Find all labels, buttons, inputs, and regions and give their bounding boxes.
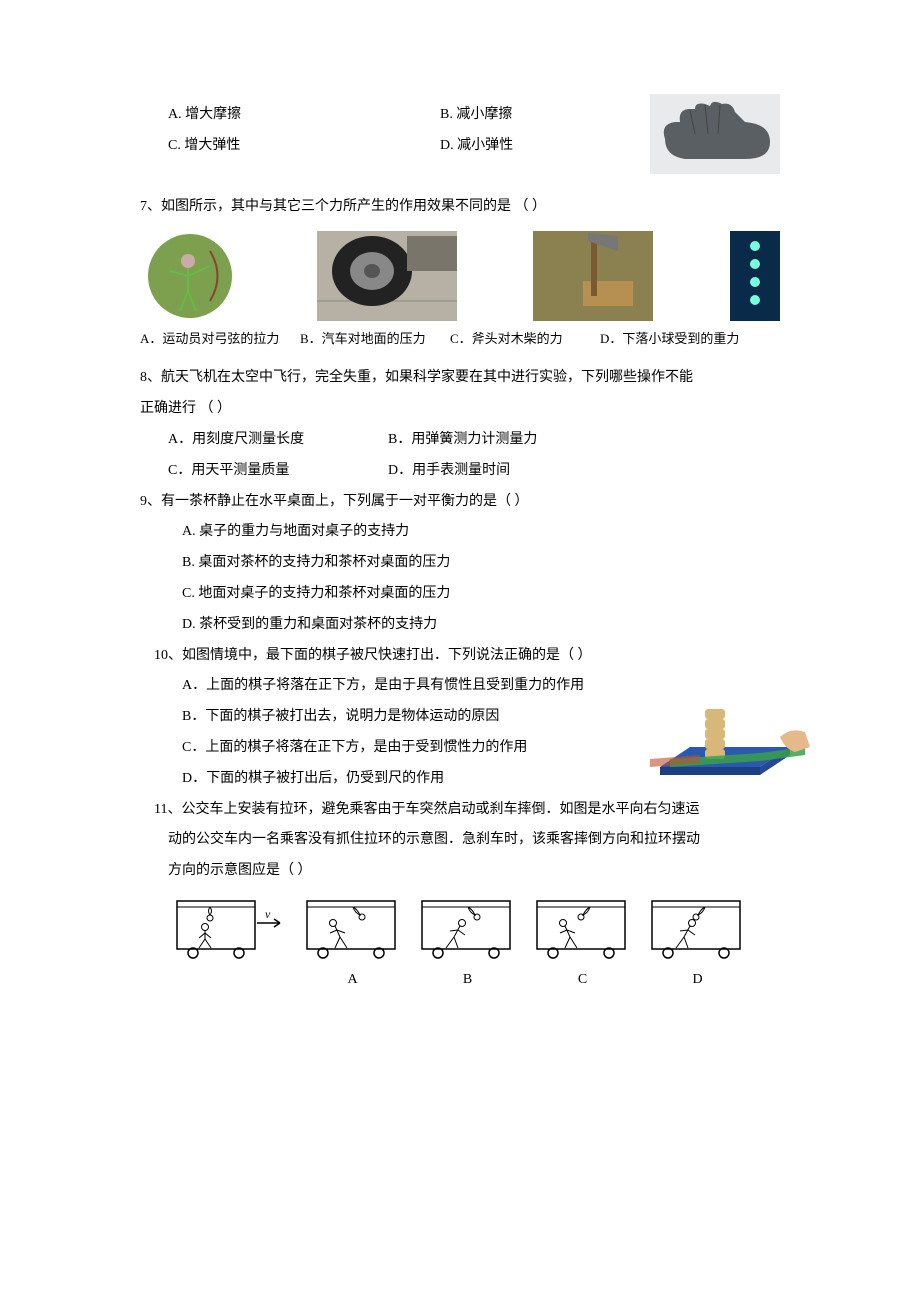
q9-option-b: B. 桌面对茶杯的支持力和茶杯对桌面的压力	[140, 548, 780, 579]
q11-label-c: C	[535, 965, 630, 996]
ball-image	[730, 231, 780, 321]
q8-option-c: C．用天平测量质量	[168, 456, 388, 487]
q7-caption-b: B．汽车对地面的压力	[300, 325, 450, 354]
q8-option-b: B．用弹簧测力计测量力	[388, 425, 537, 456]
bus-original-image: v	[175, 893, 285, 996]
q7-image-row	[140, 231, 780, 321]
q7-caption-c: C．斧头对木柴的力	[450, 325, 600, 354]
q9-option-c: C. 地面对桌子的支持力和茶杯对桌面的压力	[140, 579, 780, 610]
q11-stem-line1: 11、公交车上安装有拉环，避免乘客由于车突然启动或刹车摔倒．如图是水平向右匀速运	[140, 795, 780, 826]
q9-stem: 9、有一茶杯静止在水平桌面上，下列属于一对平衡力的是（ ）	[140, 487, 780, 518]
q6-block: A. 增大摩擦 B. 减小摩擦 C. 增大弹性 D. 减小弹性	[140, 100, 780, 174]
q8-option-d: D．用手表测量时间	[388, 456, 510, 487]
archer-image	[140, 231, 240, 321]
q9-option-d: D. 茶杯受到的重力和桌面对茶杯的支持力	[140, 610, 780, 641]
q6-option-a: A. 增大摩擦	[140, 100, 440, 131]
q10-stem: 10、如图情境中，最下面的棋子被尺快速打出．下列说法正确的是（ ）	[140, 641, 780, 672]
q7-caption-a: A．运动员对弓弦的拉力	[140, 325, 300, 354]
q8-stem-line1: 8、航天飞机在太空中飞行，完全失重，如果科学家要在其中进行实验，下列哪些操作不能	[140, 363, 780, 394]
bus-option-d-image: D	[650, 893, 745, 996]
q11-stem-line2: 动的公交车内一名乘客没有抓住拉环的示意图．急刹车时，该乘客摔倒方向和拉环摆动	[140, 825, 780, 856]
q11-image-row: v A	[140, 893, 780, 996]
velocity-label: v	[265, 907, 271, 921]
q7-caption-d: D．下落小球受到的重力	[600, 325, 780, 354]
q10-block: 10、如图情境中，最下面的棋子被尺快速打出．下列说法正确的是（ ） A．上面的棋…	[140, 641, 780, 795]
chess-ruler-image	[650, 697, 810, 797]
q11-stem-line3: 方向的示意图应是（ ）	[140, 856, 780, 887]
q6-option-b: B. 减小摩擦	[440, 100, 600, 131]
q7-stem: 7、如图所示，其中与其它三个力所产生的作用效果不同的是 （ ）	[140, 192, 780, 223]
bus-option-b-image: B	[420, 893, 515, 996]
bus-option-c-image: C	[535, 893, 630, 996]
axe-image	[533, 231, 653, 321]
q11-label-b: B	[420, 965, 515, 996]
q11-label-a: A	[305, 965, 400, 996]
q9-option-a: A. 桌子的重力与地面对桌子的支持力	[140, 517, 780, 548]
tire-image	[317, 231, 457, 321]
glove-image	[650, 94, 780, 174]
q6-option-d: D. 减小弹性	[440, 131, 600, 162]
q6-option-c: C. 增大弹性	[140, 131, 440, 162]
bus-option-a-image: A	[305, 893, 400, 996]
q8-stem-line2: 正确进行 （ ）	[140, 394, 780, 425]
q7-caption-row: A．运动员对弓弦的拉力 B．汽车对地面的压力 C．斧头对木柴的力 D．下落小球受…	[140, 325, 780, 354]
q8-option-a: A．用刻度尺测量长度	[168, 425, 388, 456]
q11-label-d: D	[650, 965, 745, 996]
